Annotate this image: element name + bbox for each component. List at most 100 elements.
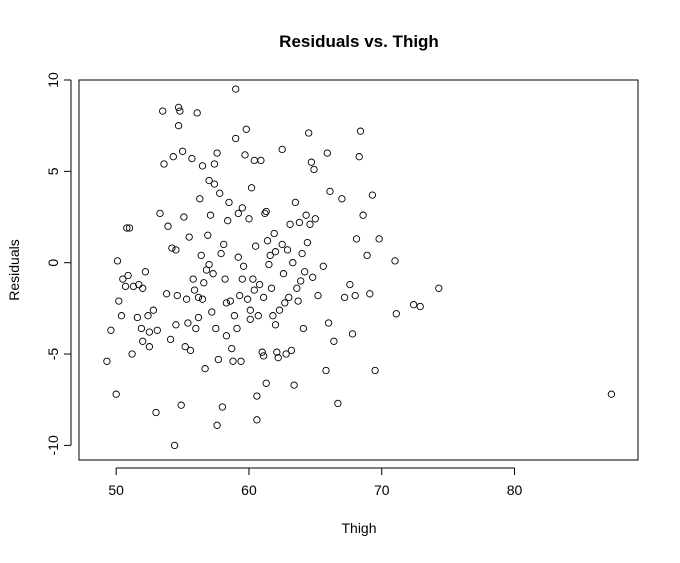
data-point xyxy=(166,335,175,344)
data-point xyxy=(180,213,188,221)
data-point xyxy=(259,293,268,302)
data-point xyxy=(233,324,241,333)
data-point xyxy=(172,321,180,329)
data-point xyxy=(206,211,215,219)
data-point xyxy=(250,156,258,165)
data-point xyxy=(178,147,187,155)
y-axis-label: Residuals xyxy=(6,239,22,300)
data-point xyxy=(112,390,120,398)
data-point xyxy=(228,344,236,353)
data-point xyxy=(262,207,270,216)
data-point xyxy=(133,313,142,322)
data-point xyxy=(188,154,196,163)
data-point xyxy=(309,273,317,281)
data-point xyxy=(368,191,377,199)
data-point xyxy=(144,312,152,320)
data-point xyxy=(124,271,132,280)
data-point xyxy=(216,189,224,197)
data-point xyxy=(214,355,223,364)
data-point xyxy=(279,270,288,278)
data-point xyxy=(281,299,289,307)
data-point xyxy=(236,291,244,300)
data-point xyxy=(392,310,400,318)
data-point xyxy=(173,291,181,300)
data-point xyxy=(346,280,354,289)
data-point xyxy=(293,284,301,292)
data-point xyxy=(162,290,171,298)
data-point xyxy=(302,211,310,219)
data-point xyxy=(348,330,357,338)
data-point xyxy=(275,306,284,314)
data-point xyxy=(283,246,292,254)
data-point xyxy=(221,275,229,283)
data-point xyxy=(181,343,189,351)
data-point xyxy=(289,259,297,267)
data-point xyxy=(246,306,254,314)
y-tick-label: 0 xyxy=(45,259,61,267)
data-point xyxy=(291,198,300,207)
data-point xyxy=(247,184,256,192)
data-point xyxy=(232,134,240,143)
data-point xyxy=(282,350,290,358)
data-point xyxy=(297,277,305,285)
data-point xyxy=(159,107,167,115)
data-point xyxy=(607,390,616,398)
data-point xyxy=(435,284,443,292)
data-point xyxy=(359,211,367,219)
data-point xyxy=(212,324,220,333)
data-point xyxy=(265,260,273,269)
data-point xyxy=(119,275,127,283)
data-point xyxy=(153,326,161,334)
data-point xyxy=(375,235,383,243)
data-point xyxy=(366,290,374,298)
data-point xyxy=(156,209,164,218)
data-point xyxy=(186,346,195,355)
data-point xyxy=(326,187,334,196)
y-tick-label: -5 xyxy=(45,348,61,361)
x-tick-label: 80 xyxy=(507,482,523,498)
data-point xyxy=(152,408,160,417)
data-point xyxy=(230,312,239,320)
data-point xyxy=(242,125,250,133)
data-point xyxy=(286,220,294,228)
data-point xyxy=(177,401,185,409)
data-point xyxy=(255,280,264,289)
data-point xyxy=(123,224,131,232)
data-point xyxy=(266,251,274,260)
data-point xyxy=(249,275,257,283)
data-point xyxy=(229,357,237,365)
data-point xyxy=(324,319,333,327)
data-point xyxy=(267,284,276,292)
data-point xyxy=(287,346,296,355)
data-point xyxy=(258,348,266,356)
y-tick-label: -10 xyxy=(45,435,61,455)
data-point xyxy=(234,209,242,218)
data-point xyxy=(371,366,379,375)
data-point xyxy=(194,293,203,302)
data-point xyxy=(340,293,349,302)
data-point xyxy=(196,195,204,203)
data-point xyxy=(194,313,203,322)
data-point xyxy=(210,180,219,188)
data-point xyxy=(220,240,228,249)
data-point xyxy=(271,321,280,329)
data-point xyxy=(210,160,219,168)
data-point xyxy=(322,366,330,375)
data-point xyxy=(259,352,268,360)
data-point xyxy=(145,328,154,336)
data-point xyxy=(363,251,371,260)
data-point xyxy=(246,315,254,323)
data-point xyxy=(290,381,298,389)
data-point xyxy=(237,357,245,365)
chart-title: Residuals vs. Thigh xyxy=(279,32,439,51)
data-point xyxy=(117,312,126,320)
y-tick-label: 5 xyxy=(45,167,61,175)
data-point xyxy=(201,365,209,373)
data-point xyxy=(253,392,261,400)
data-point xyxy=(226,297,235,305)
data-point xyxy=(224,217,232,225)
data-point xyxy=(294,297,302,305)
data-point xyxy=(306,220,314,228)
